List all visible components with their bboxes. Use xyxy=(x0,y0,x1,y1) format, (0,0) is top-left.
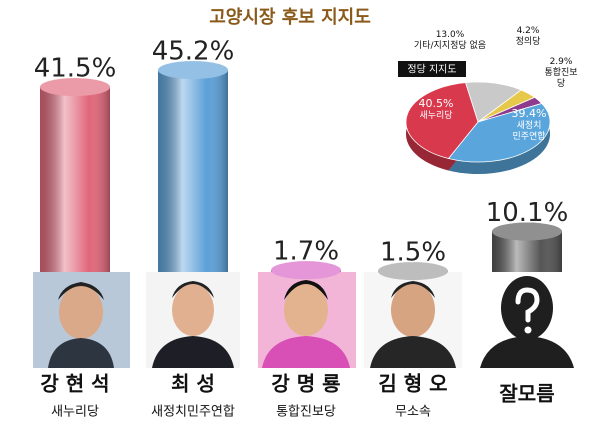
pie-category-label: 새누리당 xyxy=(419,111,453,121)
pie-value-label: 13.0% xyxy=(435,30,465,40)
photo-body xyxy=(152,336,234,368)
question-dot xyxy=(524,326,532,334)
pie-value-label: 2.9% xyxy=(549,57,573,67)
candidate-name: 강 현 석 xyxy=(40,372,109,396)
pie-slice xyxy=(464,81,522,123)
pie-value-label: 39.4% xyxy=(511,107,547,120)
photo-hair xyxy=(172,281,214,298)
value-label: 41.5% xyxy=(34,54,117,84)
party-label: 새누리당 xyxy=(51,405,99,420)
question-mark xyxy=(515,287,540,323)
bar-cap-light xyxy=(492,222,562,241)
pie-title-box xyxy=(398,61,466,77)
photo-body xyxy=(370,336,456,368)
pie-value-label: 40.5% xyxy=(418,97,454,110)
photo-face xyxy=(172,284,214,336)
bar-cap-light xyxy=(378,262,448,281)
bar-cap-light xyxy=(271,261,341,280)
bar-cap xyxy=(40,78,110,97)
party-label: 새정치민주연합 xyxy=(151,405,235,420)
photo-face xyxy=(391,283,435,337)
party-label: 무소속 xyxy=(395,405,431,420)
photo-body xyxy=(48,338,114,368)
value-label: 1.5% xyxy=(380,238,446,268)
photo-hair xyxy=(58,282,104,300)
pie-category-label: 기타/지지정당 없음 xyxy=(413,41,487,51)
silhouette-body xyxy=(480,336,574,368)
bar-cap-light xyxy=(158,61,228,80)
value-label: 45.2% xyxy=(152,37,235,67)
silhouette-head xyxy=(501,276,553,340)
pie-value-label: 4.2% xyxy=(516,26,540,36)
pie-category-label: 새정치 민주연합 xyxy=(512,121,546,142)
candidate-name: 잘모름 xyxy=(499,382,554,406)
photo-face xyxy=(59,285,103,339)
bar-shine xyxy=(40,87,110,278)
bar-cap-light xyxy=(40,78,110,97)
pie-category-label: 정의당 xyxy=(515,37,541,47)
bar-shine xyxy=(158,70,228,278)
photo-hair xyxy=(391,281,435,298)
pie-slice xyxy=(405,82,479,159)
pie-category-label: 통합진보당 xyxy=(544,68,578,89)
value-label: 10.1% xyxy=(486,198,569,228)
candidate-name: 최 성 xyxy=(171,372,215,396)
bar-cap xyxy=(378,262,448,281)
candidate-name: 강 명 룡 xyxy=(271,372,340,396)
candidate-name: 김 형 오 xyxy=(378,372,447,396)
chart-title: 고양시장 후보 지지도 xyxy=(209,7,371,28)
photo-body xyxy=(262,336,350,368)
photo-face xyxy=(284,284,328,336)
pie-title: 정당 지지도 xyxy=(407,64,456,76)
bar-cap xyxy=(271,261,341,280)
party-label: 통합진보당 xyxy=(276,405,336,420)
value-label: 1.7% xyxy=(273,237,339,267)
bar-cap xyxy=(492,222,562,241)
pie-slice xyxy=(447,102,551,163)
photo-hair xyxy=(284,280,328,300)
bar-cap xyxy=(158,61,228,80)
